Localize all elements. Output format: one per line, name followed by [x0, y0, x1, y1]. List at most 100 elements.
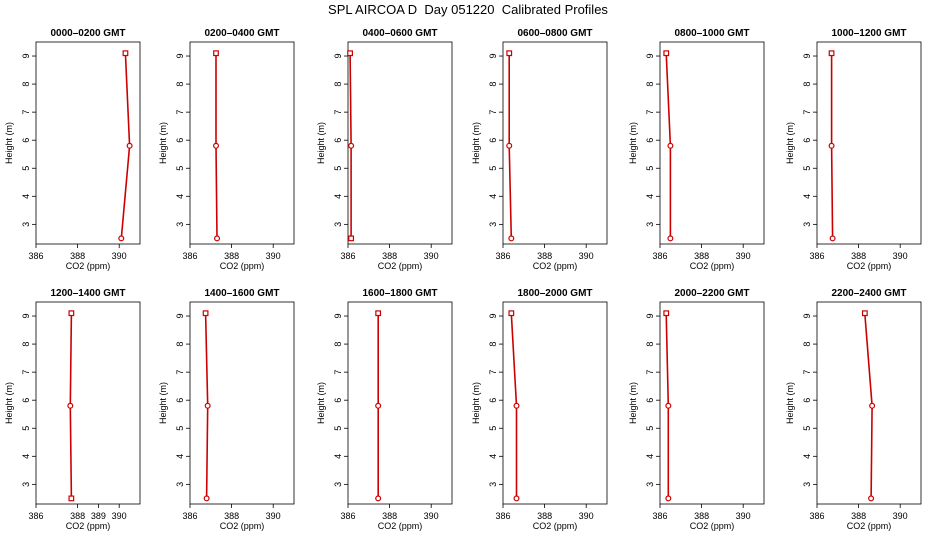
plot-frame: [816, 301, 922, 505]
y-tick-label: 8: [802, 82, 812, 87]
x-tick-label: 388: [851, 251, 866, 261]
y-axis-label: Height (m): [158, 122, 168, 164]
x-tick-label: 386: [182, 251, 197, 261]
y-tick-label: 7: [333, 110, 343, 115]
y-tick-label: 5: [488, 166, 498, 171]
data-point: [665, 402, 672, 409]
plot-frame: [35, 41, 141, 245]
x-tick-label: 386: [28, 511, 43, 521]
x-axis-label: CO2 (ppm): [378, 521, 423, 531]
data-point: [508, 235, 515, 242]
y-tick-label: 6: [333, 138, 343, 143]
y-tick-label: 4: [333, 194, 343, 199]
y-axis-label: Height (m): [628, 122, 638, 164]
y-tick-label: 8: [488, 342, 498, 347]
panel-title: 2000–2200 GMT: [674, 288, 749, 299]
y-tick-label: 7: [21, 110, 31, 115]
y-axis-label: Height (m): [785, 382, 795, 424]
y-tick-label: 5: [802, 426, 812, 431]
y-tick-label: 9: [333, 314, 343, 319]
panel-title: 1600–1800 GMT: [362, 288, 437, 299]
profile-panel: 0400–0600 GMT 386 388 390 3 4 5 6 7 8 9 CO2 (ppm) He…: [316, 28, 453, 271]
y-tick-label: 8: [802, 342, 812, 347]
y-tick-label: 4: [333, 454, 343, 459]
y-tick-label: 5: [21, 166, 31, 171]
x-tick-label: 386: [495, 511, 510, 521]
y-tick-label: 7: [21, 370, 31, 375]
data-point: [213, 142, 220, 149]
y-tick-label: 5: [645, 426, 655, 431]
x-tick-label: 390: [736, 511, 751, 521]
data-point: [348, 142, 355, 149]
y-tick-label: 9: [488, 54, 498, 59]
page-title: SPL AIRCOA D Day 051220 Calibrated Profi…: [328, 2, 608, 17]
y-tick-label: 6: [802, 138, 812, 143]
profile-panel: 0200–0400 GMT 386 388 390 3 4 5 6 7 8 9 CO2 (ppm) He…: [158, 28, 295, 271]
data-point: [828, 142, 835, 149]
y-tick-label: 6: [175, 138, 185, 143]
data-point: [118, 235, 125, 242]
x-tick-label: 386: [652, 251, 667, 261]
y-tick-label: 5: [802, 166, 812, 171]
y-tick-label: 7: [333, 370, 343, 375]
y-tick-label: 4: [488, 454, 498, 459]
x-axis-label: CO2 (ppm): [533, 261, 578, 271]
x-tick-label: 390: [424, 251, 439, 261]
plot-frame: [189, 301, 295, 505]
y-tick-label: 6: [645, 398, 655, 403]
y-tick-label: 4: [488, 194, 498, 199]
data-point: [829, 235, 836, 242]
plot-frame: [816, 41, 922, 245]
x-axis-label: CO2 (ppm): [690, 521, 735, 531]
y-tick-label: 8: [333, 82, 343, 87]
y-tick-label: 4: [645, 194, 655, 199]
y-tick-label: 9: [645, 54, 655, 59]
data-point: [869, 402, 876, 409]
y-tick-label: 5: [645, 166, 655, 171]
y-tick-label: 6: [21, 398, 31, 403]
data-point: [667, 142, 674, 149]
x-axis-label: CO2 (ppm): [66, 521, 111, 531]
data-point: [868, 495, 875, 502]
profile-panel: 1400–1600 GMT 386 388 390 3 4 5 6 7 8 9 CO2 (ppm) He…: [158, 288, 295, 531]
data-point: [663, 50, 670, 57]
y-tick-label: 9: [175, 54, 185, 59]
profile-panel: 0600–0800 GMT 386 388 390 3 4 5 6 7 8 9 CO2 (ppm) He…: [471, 28, 608, 271]
data-point: [828, 50, 835, 57]
y-tick-label: 5: [333, 426, 343, 431]
x-axis-label: CO2 (ppm): [533, 521, 578, 531]
y-tick-label: 9: [802, 314, 812, 319]
x-axis-label: CO2 (ppm): [220, 261, 265, 271]
y-tick-label: 6: [21, 138, 31, 143]
y-tick-label: 6: [802, 398, 812, 403]
panel-title: 1000–1200 GMT: [831, 28, 906, 39]
panel-title: 0400–0600 GMT: [362, 28, 437, 39]
plot-frame: [659, 41, 765, 245]
x-tick-label: 386: [340, 511, 355, 521]
y-axis-label: Height (m): [471, 122, 481, 164]
x-axis-label: CO2 (ppm): [847, 521, 892, 531]
x-axis-label: CO2 (ppm): [66, 261, 111, 271]
data-point: [202, 310, 209, 317]
y-tick-label: 5: [488, 426, 498, 431]
y-tick-label: 3: [21, 482, 31, 487]
y-tick-label: 4: [175, 194, 185, 199]
y-tick-label: 4: [802, 194, 812, 199]
x-tick-label: 390: [112, 511, 127, 521]
data-point: [203, 495, 210, 502]
data-point: [513, 495, 520, 502]
profile-panel: 1800–2000 GMT 386 388 390 3 4 5 6 7 8 9 CO2 (ppm) He…: [471, 288, 608, 531]
y-tick-label: 5: [175, 426, 185, 431]
y-tick-label: 6: [488, 398, 498, 403]
data-point: [68, 495, 75, 502]
y-tick-label: 7: [645, 110, 655, 115]
y-tick-label: 3: [802, 222, 812, 227]
y-tick-label: 3: [21, 222, 31, 227]
y-tick-label: 9: [21, 314, 31, 319]
data-point: [508, 310, 515, 317]
x-tick-label: 388: [382, 511, 397, 521]
data-point: [214, 235, 221, 242]
data-point: [375, 310, 382, 317]
y-tick-label: 4: [802, 454, 812, 459]
y-tick-label: 8: [21, 82, 31, 87]
